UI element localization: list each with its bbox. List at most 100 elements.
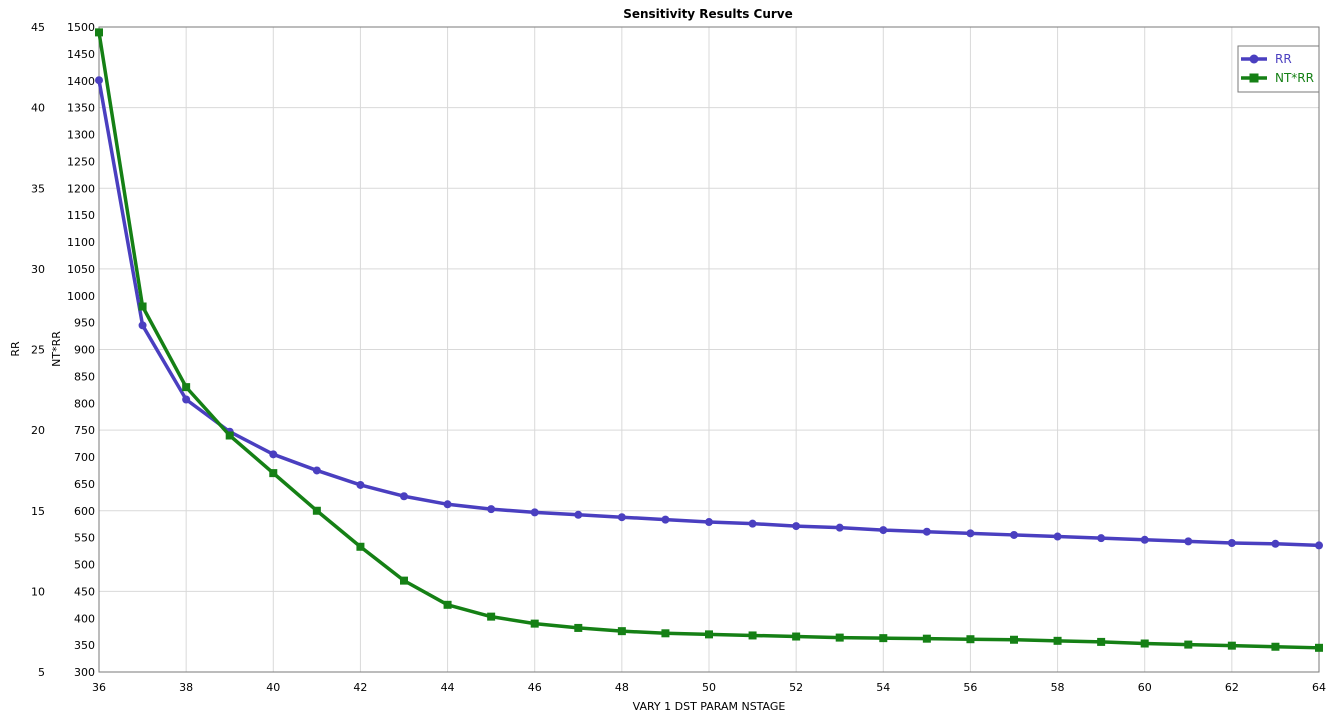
x-tick-label: 58 (1051, 681, 1065, 694)
data-point (748, 631, 757, 640)
data-point (312, 506, 321, 515)
data-point (792, 632, 801, 641)
data-point (705, 518, 713, 527)
y-second-tick-label: 400 (74, 612, 95, 625)
series-nt-rr (95, 28, 1323, 652)
data-point (835, 523, 844, 532)
y-left-tick-label: 35 (31, 182, 45, 195)
data-point (1010, 530, 1018, 539)
data-point (356, 542, 365, 551)
data-point (966, 635, 975, 644)
data-point (1053, 532, 1062, 541)
data-point (661, 515, 670, 524)
y-second-axis-ticks: 300 350 400 450 500 550 600 650 700 750 800 850 900 9… (67, 21, 95, 679)
data-point (966, 529, 975, 538)
data-point (748, 519, 757, 528)
y-left-axis-label: RR (9, 341, 22, 357)
x-axis-label: VARY 1 DST PARAM NSTAGE (633, 700, 786, 713)
data-point (1140, 639, 1149, 648)
y-second-tick-label: 300 (74, 666, 95, 679)
data-point (269, 450, 278, 459)
y-second-tick-label: 1500 (67, 21, 95, 34)
y-second-tick-label: 550 (74, 532, 95, 545)
y-left-tick-label: 40 (31, 102, 45, 115)
x-tick-label: 44 (441, 681, 455, 694)
data-point (1010, 635, 1018, 644)
x-tick-label: 62 (1225, 681, 1239, 694)
data-point (1315, 541, 1323, 550)
data-point (879, 526, 888, 535)
series-group (95, 28, 1323, 652)
y-second-tick-label: 1250 (67, 155, 95, 168)
y-second-tick-label: 750 (74, 424, 95, 437)
data-point (487, 612, 496, 621)
chart-title: Sensitivity Results Curve (623, 7, 793, 21)
y-second-tick-label: 500 (74, 559, 95, 572)
data-point (1315, 643, 1323, 652)
data-point (1271, 539, 1280, 548)
x-tick-label: 42 (353, 681, 367, 694)
y-second-tick-label: 350 (74, 639, 95, 652)
y-left-axis-ticks: 5 10 15 20 25 30 35 40 45 (31, 21, 45, 679)
y-left-tick-label: 25 (31, 344, 45, 357)
legend-marker (1249, 73, 1259, 83)
data-point (443, 600, 452, 609)
x-tick-label: 50 (702, 681, 716, 694)
x-tick-label: 36 (92, 681, 106, 694)
y-left-tick-label: 15 (31, 505, 45, 518)
data-point (1271, 642, 1280, 651)
y-second-tick-label: 1400 (67, 75, 95, 88)
data-point (792, 522, 801, 531)
y-second-tick-label: 1350 (67, 102, 95, 115)
x-tick-label: 56 (963, 681, 977, 694)
data-point (661, 629, 670, 638)
legend: RR NT*RR (1237, 45, 1320, 93)
y-left-tick-label: 45 (31, 21, 45, 34)
y-second-axis-label: NT*RR (50, 331, 63, 367)
y-left-tick-label: 10 (31, 585, 45, 598)
data-point (530, 619, 539, 628)
data-point (1184, 537, 1193, 546)
data-point (1140, 535, 1149, 544)
data-point (487, 505, 496, 514)
data-point (574, 623, 583, 632)
data-point (95, 28, 103, 37)
data-point (400, 576, 408, 585)
data-point (1184, 640, 1193, 649)
y-second-tick-label: 700 (74, 451, 95, 464)
y-second-tick-label: 1100 (67, 236, 95, 249)
y-second-tick-label: 600 (74, 505, 95, 518)
data-point (356, 480, 365, 489)
data-point (922, 634, 931, 643)
legend-box (1237, 45, 1320, 93)
x-tick-label: 48 (615, 681, 629, 694)
x-tick-label: 54 (876, 681, 890, 694)
data-point (225, 431, 234, 440)
data-point (443, 500, 452, 509)
data-point (138, 321, 147, 330)
y-second-tick-label: 950 (74, 317, 95, 330)
data-point (182, 383, 191, 392)
y-second-tick-label: 1300 (67, 129, 95, 142)
data-point (705, 630, 713, 639)
data-point (1097, 534, 1106, 543)
data-point (95, 76, 103, 85)
y-left-tick-label: 30 (31, 263, 45, 276)
x-tick-label: 52 (789, 681, 803, 694)
data-point (1097, 637, 1106, 646)
data-point (879, 634, 888, 643)
series-rr (95, 76, 1323, 550)
data-point (617, 513, 626, 522)
y-second-tick-label: 800 (74, 397, 95, 410)
data-point (835, 633, 844, 642)
legend-marker (1249, 54, 1259, 64)
x-tick-label: 38 (179, 681, 193, 694)
data-point (269, 469, 278, 478)
data-point (922, 527, 931, 536)
y-second-tick-label: 650 (74, 478, 95, 491)
data-point (182, 395, 191, 404)
data-point (138, 302, 147, 311)
x-axis-ticks: 36 38 40 42 44 46 48 50 52 54 56 58 60 62 64 (92, 681, 1326, 694)
x-tick-label: 46 (528, 681, 542, 694)
data-point (574, 510, 583, 519)
